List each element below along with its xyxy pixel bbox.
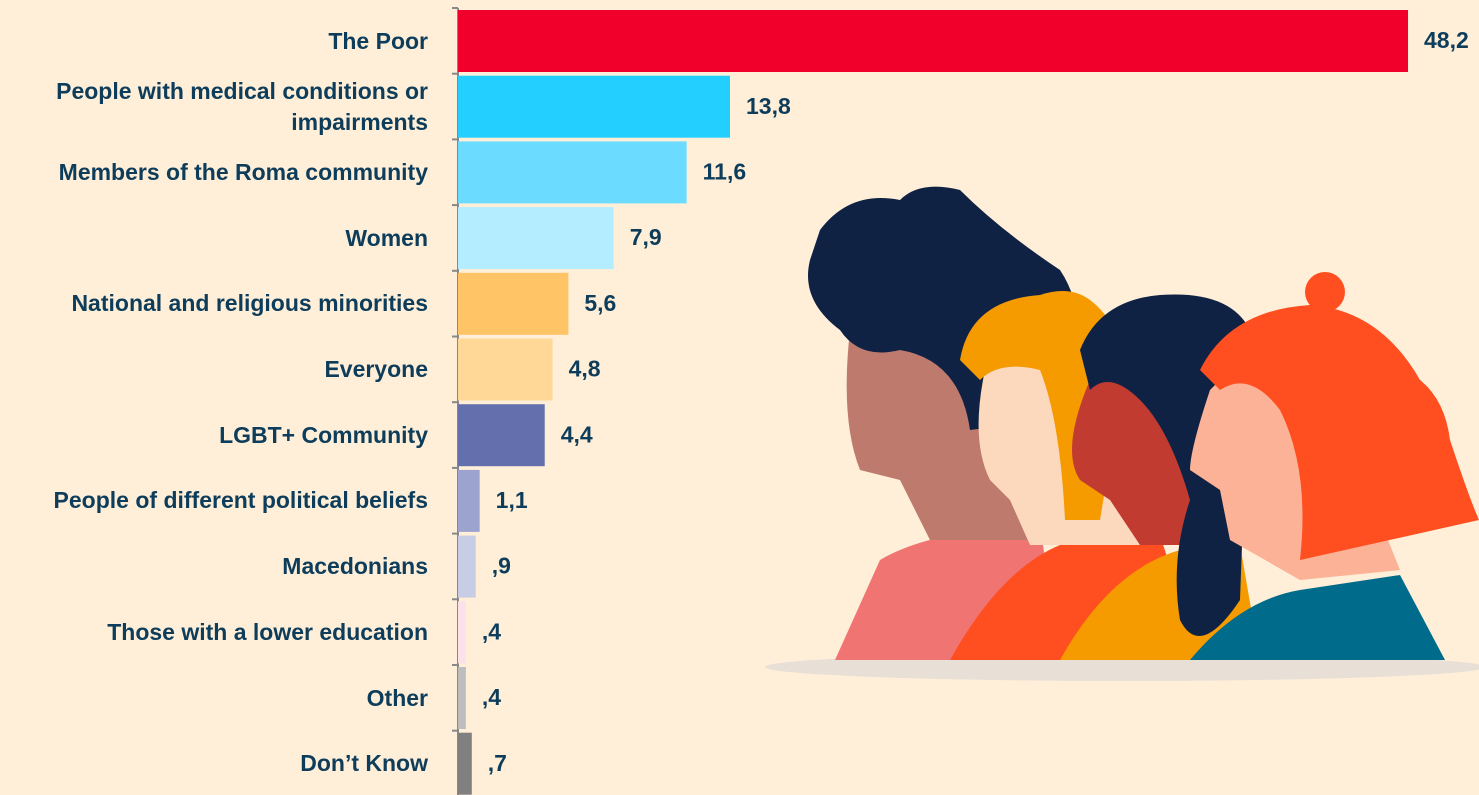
value-label: 7,9 xyxy=(630,224,662,250)
category-label: Other xyxy=(366,684,428,711)
category-label: National and religious minorities xyxy=(71,290,428,317)
value-label: 1,1 xyxy=(496,487,528,513)
bar xyxy=(458,207,614,270)
value-label: ,7 xyxy=(488,750,507,776)
bar xyxy=(458,272,569,335)
value-label: 4,4 xyxy=(561,421,593,447)
category-label: Women xyxy=(345,224,428,251)
bar xyxy=(458,535,476,598)
illustration xyxy=(765,186,1479,681)
value-label: 11,6 xyxy=(703,158,747,184)
bar xyxy=(458,667,466,729)
category-label: People with medical conditions or impair… xyxy=(56,77,428,135)
bar xyxy=(458,338,553,401)
category-label: Don’t Know xyxy=(300,750,428,777)
value-label: 48,2 xyxy=(1424,27,1469,53)
bar xyxy=(458,10,1409,72)
value-label: 4,8 xyxy=(569,356,601,382)
hair-bun xyxy=(1305,272,1345,312)
value-label: 13,8 xyxy=(746,93,791,119)
bar xyxy=(458,601,466,664)
category-label: The Poor xyxy=(328,27,428,54)
hair-3 xyxy=(1080,294,1250,636)
category-label: Those with a lower education xyxy=(107,618,428,645)
value-label: ,4 xyxy=(482,684,501,710)
bar xyxy=(458,404,545,467)
bar xyxy=(458,732,472,795)
bar xyxy=(458,469,480,532)
hair-4 xyxy=(1200,305,1479,560)
value-label: ,4 xyxy=(482,618,501,644)
body-4 xyxy=(1190,575,1445,660)
category-label: Everyone xyxy=(324,356,428,382)
category-label: LGBT+ Community xyxy=(219,421,428,448)
bar xyxy=(458,141,687,204)
category-label: Members of the Roma community xyxy=(58,158,428,185)
value-label: ,9 xyxy=(492,553,511,579)
shadow xyxy=(765,653,1479,681)
bar xyxy=(458,75,730,138)
category-label: People of different political beliefs xyxy=(53,487,428,514)
value-label: 5,6 xyxy=(584,290,616,316)
category-label: Macedonians xyxy=(282,553,428,580)
